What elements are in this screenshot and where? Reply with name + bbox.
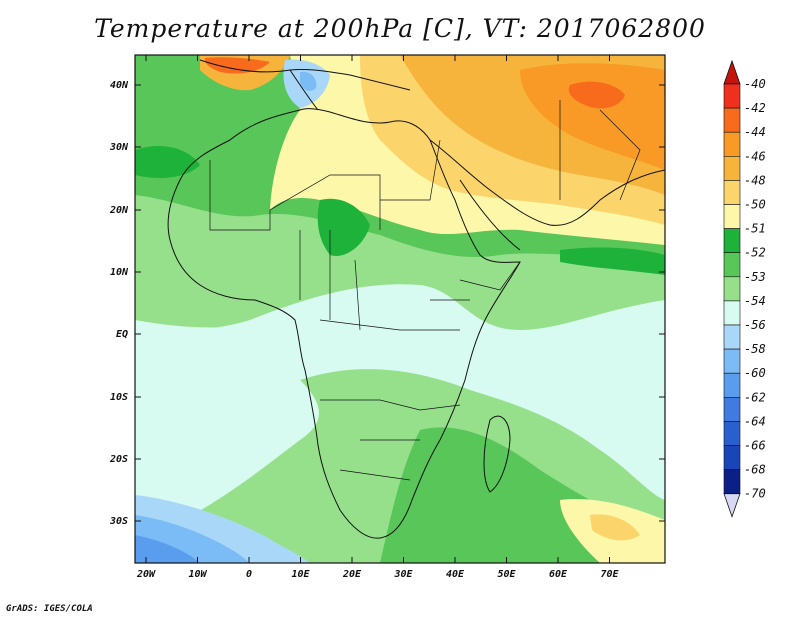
colorbar-label: -53 xyxy=(744,270,766,284)
colorbar-swatch xyxy=(723,348,741,374)
colorbar-swatch xyxy=(723,204,741,229)
colorbar-swatch xyxy=(723,372,741,398)
map-frame xyxy=(134,54,666,564)
colorbar-swatch xyxy=(723,300,741,326)
colorbar-swatch xyxy=(723,228,741,254)
lon-label: 10W xyxy=(188,569,207,580)
chart-title: Temperature at 200hPa [C], VT: 201706280… xyxy=(94,14,706,43)
colorbar: -40 -42 -44 -46 -48 -50 -51 -52 -53 -54 -56 -58 -60 -… xyxy=(723,59,766,518)
colorbar-swatch xyxy=(723,107,741,133)
colorbar-label: -54 xyxy=(744,294,766,308)
colorbar-label: -52 xyxy=(744,246,766,260)
temperature-field xyxy=(135,55,665,563)
latitude-axis: 40N 30N 20N 10N EQ 10S 20S 30S xyxy=(109,80,665,527)
colorbar-label: -50 xyxy=(744,198,766,212)
lon-label: 30E xyxy=(393,569,413,580)
colorbar-swatch xyxy=(723,276,741,302)
colorbar-swatch xyxy=(723,180,741,205)
lon-label: 10E xyxy=(291,569,310,580)
colorbar-swatch xyxy=(723,252,741,278)
colorbar-label: -40 xyxy=(744,77,766,91)
lat-label: 20S xyxy=(109,454,128,465)
colorbar-label: -51 xyxy=(744,222,766,236)
colorbar-label: -58 xyxy=(744,342,766,356)
lat-label: 10N xyxy=(110,267,129,278)
colorbar-label: -56 xyxy=(744,318,766,332)
colorbar-swatch xyxy=(723,83,741,109)
colorbar-label: -64 xyxy=(744,414,766,428)
lat-label: EQ xyxy=(116,329,128,340)
credit-text: GrADS: IGES/COLA xyxy=(6,604,93,614)
colorbar-swatch xyxy=(723,445,741,470)
colorbar-label: -62 xyxy=(744,390,766,404)
lon-label: 60E xyxy=(549,569,568,580)
lon-label: 50E xyxy=(497,569,516,580)
colorbar-label: -60 xyxy=(744,366,766,380)
lon-label: 20E xyxy=(342,569,362,580)
lat-label: 30N xyxy=(109,142,129,153)
lat-label: 40N xyxy=(110,80,129,91)
colorbar-swatch xyxy=(723,396,741,422)
lat-label: 10S xyxy=(110,392,128,403)
colorbar-label: -44 xyxy=(744,125,766,139)
colorbar-label: -42 xyxy=(744,101,766,115)
colorbar-label: -66 xyxy=(744,439,766,453)
colorbar-label: -68 xyxy=(744,463,766,477)
colorbar-label: -48 xyxy=(744,173,766,187)
coastlines xyxy=(167,59,665,539)
colorbar-bottom-arrow xyxy=(723,493,741,518)
colorbar-label: -70 xyxy=(744,487,766,501)
colorbar-swatch xyxy=(723,156,741,181)
lat-label: 20N xyxy=(109,205,129,216)
longitude-axis: 20W 10W 0 10E 20E 30E 40E 50E 60E 70E xyxy=(136,55,620,580)
country-borders xyxy=(209,100,641,481)
colorbar-swatch xyxy=(723,469,741,495)
colorbar-top-arrow xyxy=(723,59,741,85)
colorbar-label: -46 xyxy=(744,149,766,163)
lon-label: 0 xyxy=(246,569,252,580)
lon-label: 70E xyxy=(600,569,619,580)
lat-label: 30S xyxy=(109,516,128,527)
colorbar-swatch xyxy=(723,421,741,446)
lon-label: 20W xyxy=(136,569,156,580)
colorbar-swatch xyxy=(723,324,741,350)
lon-label: 40E xyxy=(446,569,465,580)
colorbar-swatch xyxy=(723,131,741,157)
